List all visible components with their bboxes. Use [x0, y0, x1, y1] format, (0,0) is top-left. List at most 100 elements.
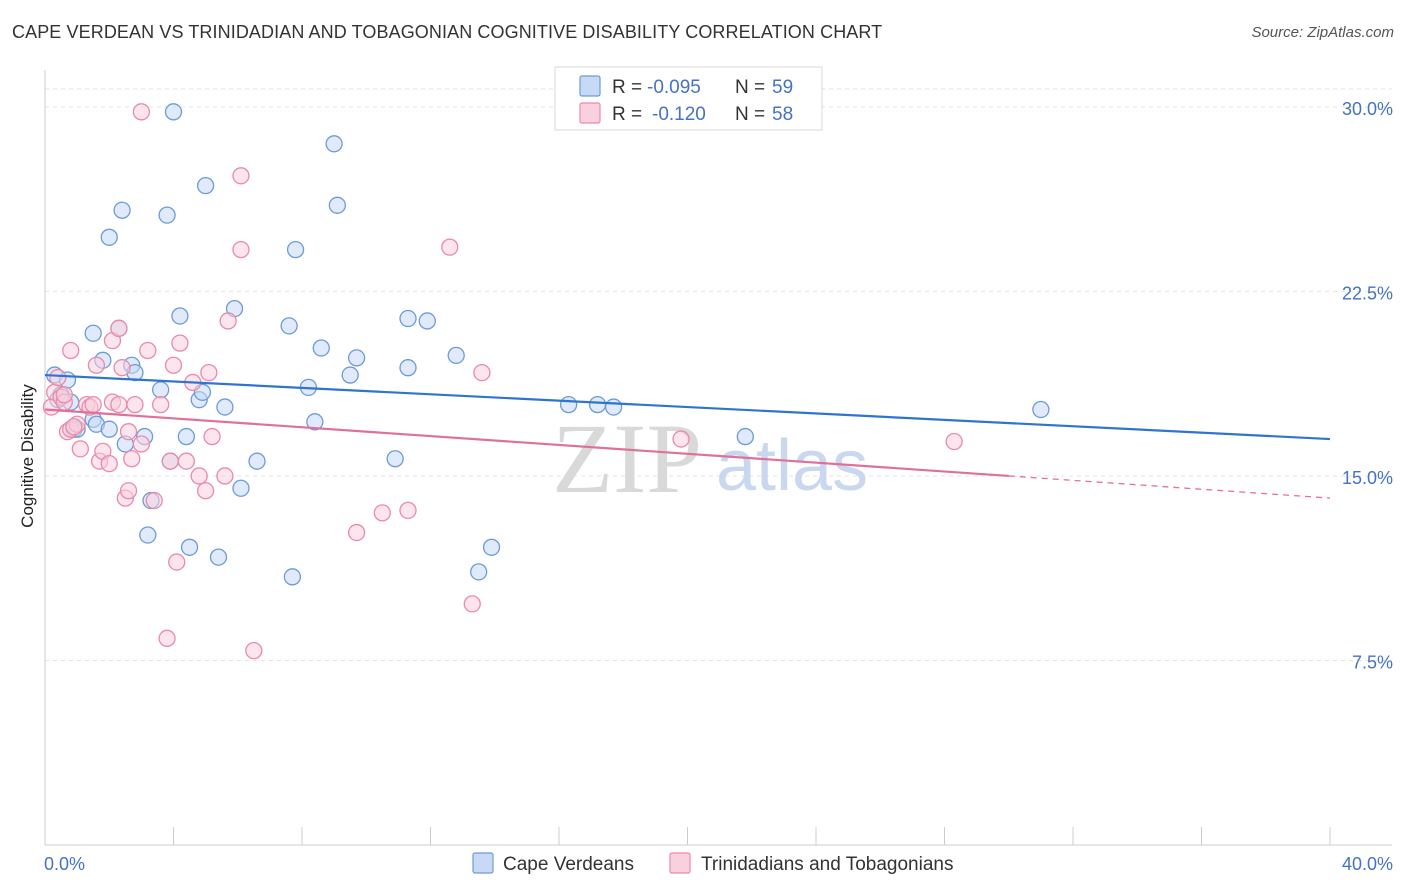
- trinidadian-point: [71, 440, 89, 458]
- cape-verdean-trend-line: [44, 373, 1331, 441]
- cape-verdean-point: [139, 526, 157, 544]
- trinidadian-point: [119, 482, 138, 500]
- cape-verdean-point: [180, 538, 199, 556]
- cape-verdean-point: [232, 479, 250, 497]
- trinidadian-point: [123, 450, 141, 468]
- trinidadian-point: [171, 334, 189, 352]
- legend-swatch-cape-verdeans: [472, 852, 494, 874]
- legend-swatch-pink: [579, 102, 601, 124]
- trinidadian-point: [139, 341, 157, 360]
- cape-verdean-point: [341, 366, 359, 384]
- trinidadian-point: [158, 629, 176, 647]
- trinidadian-point: [399, 501, 417, 520]
- stats-legend: R = -0.095 N = 59 R = -0.120 N = 58: [554, 66, 823, 131]
- x-tick-label: 40.0%: [1342, 854, 1393, 874]
- trinidadian-point: [110, 319, 128, 337]
- data-points: [42, 103, 1050, 660]
- trinidadian-point: [87, 356, 106, 374]
- trinidadian-point: [216, 467, 234, 485]
- cape-verdean-point: [399, 359, 417, 377]
- trinidadian-point: [219, 312, 237, 330]
- trinidadian-point: [55, 386, 73, 404]
- cape-verdean-point: [158, 206, 176, 224]
- cape-verdean-point: [418, 312, 436, 330]
- trinidadian-point: [132, 103, 151, 121]
- y-tick-labels: 7.5% 15.0% 22.5% 30.0%: [1342, 99, 1393, 673]
- trinidadian-point: [203, 427, 221, 446]
- legend-r-label: R =: [612, 104, 642, 125]
- cape-verdean-point: [482, 538, 501, 556]
- trinidadian-point: [168, 553, 186, 571]
- legend-r-value: -0.095: [647, 77, 701, 98]
- trinidadian-point: [177, 452, 196, 470]
- trinidadian-point: [84, 395, 102, 414]
- cape-verdean-point: [1032, 400, 1050, 419]
- trinidadian-point: [473, 363, 491, 382]
- cape-verdean-point: [386, 450, 404, 468]
- legend-n-label: N =: [735, 77, 765, 98]
- cape-verdean-point: [100, 420, 118, 438]
- trinidadian-point: [126, 395, 144, 414]
- cape-verdean-point: [196, 176, 215, 195]
- cape-verdean-point: [399, 309, 417, 328]
- cape-verdean-point: [100, 228, 118, 246]
- trinidadian-point: [164, 356, 183, 374]
- cape-verdean-point: [325, 135, 343, 153]
- trinidadian-point: [463, 595, 481, 613]
- trinidadian-point: [196, 482, 215, 500]
- source-credit: Source: ZipAtlas.com: [1251, 24, 1394, 41]
- cape-verdean-point: [559, 395, 578, 414]
- cape-verdean-point: [604, 398, 623, 416]
- legend-swatch-blue: [579, 75, 601, 97]
- cape-verdean-point: [164, 103, 183, 121]
- legend-n-label: N =: [735, 104, 765, 125]
- trinidadian-point: [119, 423, 138, 441]
- trinidadian-point: [945, 432, 963, 451]
- cape-verdean-point: [286, 240, 305, 259]
- trinidadian-point: [110, 395, 128, 414]
- cape-verdean-point: [84, 324, 102, 342]
- trinidadian-point: [347, 523, 366, 542]
- cape-verdean-point: [283, 568, 302, 586]
- cape-verdean-point: [209, 548, 228, 566]
- chart-title: CAPE VERDEAN VS TRINIDADIAN AND TOBAGONI…: [12, 22, 883, 42]
- trinidadian-point: [373, 504, 391, 522]
- legend-label-trinidadians: Trinidadians and Tobagonians: [701, 854, 953, 875]
- legend-n-value: 59: [772, 77, 793, 98]
- legend-swatch-trinidadians: [669, 852, 691, 874]
- cape-verdean-point: [177, 427, 196, 446]
- watermark-zip: ZIP: [552, 403, 702, 514]
- legend-r-label: R =: [612, 77, 642, 98]
- cape-verdean-point: [280, 317, 298, 335]
- legend-label-cape-verdeans: Cape Verdeans: [503, 854, 634, 875]
- axes: [44, 70, 1392, 846]
- trend-lines: [44, 373, 1331, 499]
- x-tick-label: 0.0%: [44, 854, 85, 874]
- trinidadian-trend-line: [44, 408, 1009, 478]
- cape-verdean-point: [347, 349, 366, 367]
- trinidadian-point: [113, 359, 131, 377]
- cape-verdean-point: [248, 452, 266, 470]
- cape-verdean-point: [447, 346, 465, 365]
- trinidadian-point: [151, 395, 170, 414]
- trinidadian-point: [200, 363, 218, 382]
- y-tick-label: 30.0%: [1342, 99, 1393, 119]
- legend-r-value: -0.120: [652, 104, 706, 125]
- trinidadian-point: [145, 491, 163, 510]
- trinidadian-point: [132, 435, 151, 453]
- y-tick-label: 22.5%: [1342, 283, 1393, 303]
- trinidadian-point: [232, 240, 250, 259]
- cape-verdean-point: [328, 196, 346, 214]
- watermark: ZIP atlas: [552, 403, 868, 514]
- trinidadian-point: [245, 641, 263, 660]
- trinidadian-point: [49, 368, 67, 387]
- series-legend: Cape Verdeans Trinidadians and Tobagonia…: [472, 852, 953, 875]
- cape-verdean-point: [151, 381, 170, 399]
- trinidadian-point: [161, 452, 179, 470]
- cape-verdean-point: [736, 427, 754, 446]
- trinidadian-point: [232, 167, 250, 185]
- trinidadian-point: [672, 430, 690, 448]
- trinidadian-point: [100, 455, 118, 473]
- y-tick-label: 7.5%: [1352, 652, 1393, 672]
